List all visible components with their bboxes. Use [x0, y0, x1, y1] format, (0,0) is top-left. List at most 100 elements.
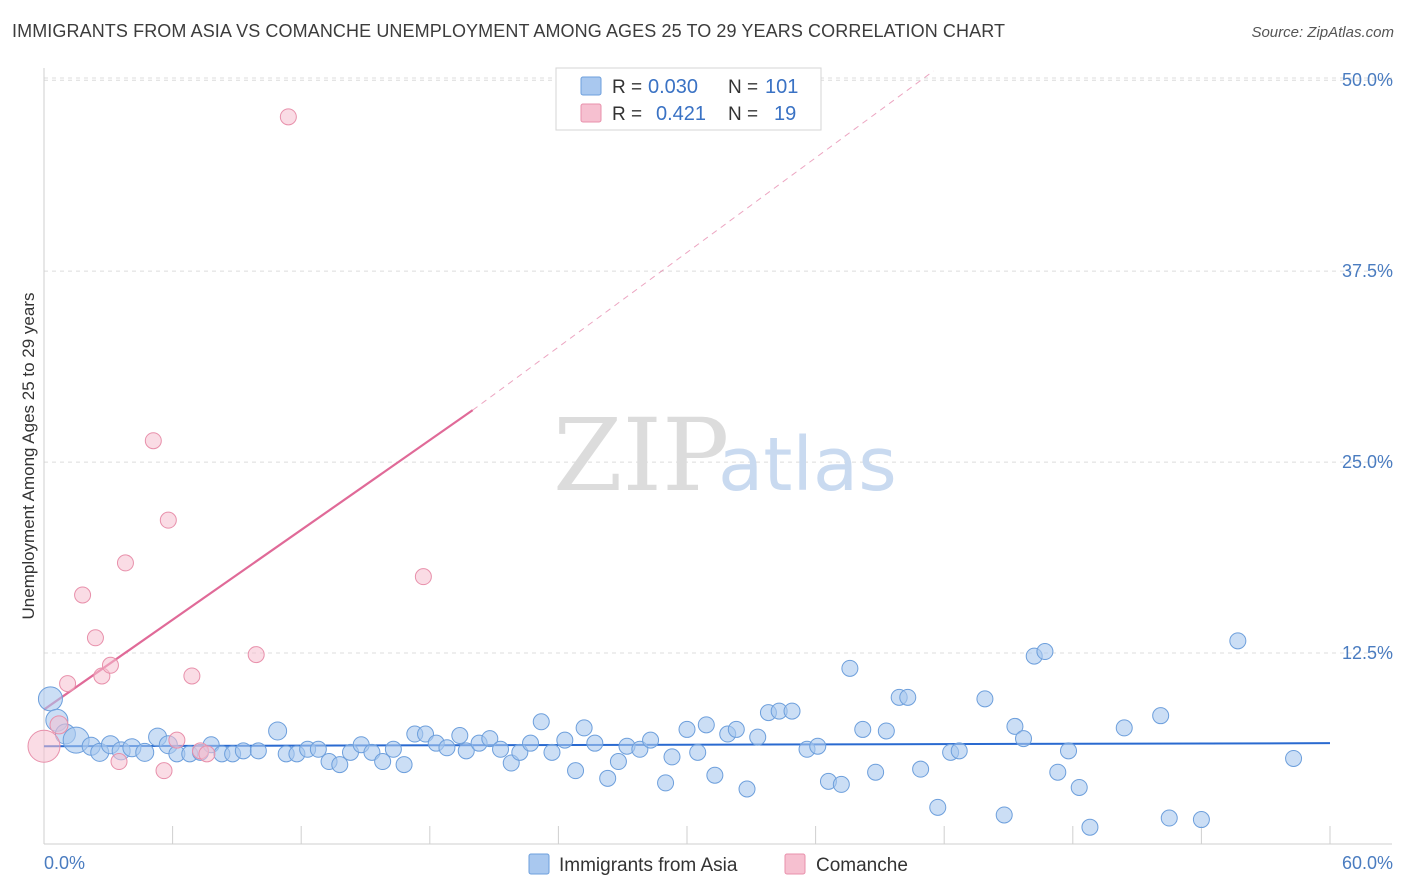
point-asia-65: [749, 728, 767, 746]
point-asia-64: [738, 780, 756, 798]
chart-title: IMMIGRANTS FROM ASIA VS COMANCHE UNEMPLO…: [12, 21, 1006, 41]
stats-legend: R = 0.030 N = 101 R = 0.421 N = 19: [555, 67, 822, 131]
watermark-atlas: atlas: [718, 422, 897, 508]
point-asia-96: [1192, 811, 1210, 829]
point-asia-86: [1015, 730, 1033, 748]
point-asia-45: [532, 713, 550, 731]
legend-swatch-blue: [580, 76, 602, 96]
legend-r-label-2: R =: [612, 104, 642, 125]
point-asia-50: [586, 734, 604, 752]
point-comanche-6: [101, 656, 119, 674]
point-comanche-8: [116, 554, 134, 572]
point-asia-18: [234, 742, 252, 760]
point-comanche-18: [198, 745, 216, 763]
point-asia-36: [438, 739, 456, 757]
series-comanche: [27, 108, 432, 780]
y-axis-title: Unemployment Among Ages 25 to 29 years: [19, 293, 38, 620]
point-comanche-9: [144, 432, 162, 450]
y-tick-label-3: 50.0%: [1342, 70, 1393, 90]
bottom-legend-swatch-pink: [784, 853, 806, 875]
point-asia-98: [1285, 749, 1303, 767]
point-asia-89: [1049, 763, 1067, 781]
point-asia-19: [249, 742, 267, 760]
point-comanche-0: [27, 729, 61, 763]
point-asia-49: [575, 719, 593, 737]
point-asia-48: [567, 762, 585, 780]
chart-source: Source: ZipAtlas.com: [1251, 24, 1394, 41]
point-comanche-15: [247, 646, 265, 664]
point-asia-74: [854, 720, 872, 738]
point-asia-24: [309, 740, 327, 758]
grid-lines: [44, 77, 1392, 654]
legend-r-value-2: 0.421: [656, 103, 706, 125]
point-asia-83: [976, 690, 994, 708]
x-ticks: [172, 826, 1331, 844]
point-asia-79: [912, 760, 930, 778]
point-asia-95: [1160, 809, 1178, 827]
point-asia-90: [1060, 742, 1078, 760]
point-comanche-17: [414, 568, 432, 586]
point-comanche-1: [49, 715, 69, 735]
point-asia-57: [663, 748, 681, 766]
point-asia-38: [457, 742, 475, 760]
point-asia-0: [37, 686, 63, 712]
point-asia-93: [1115, 719, 1133, 737]
x-tick-label-1: 60.0%: [1342, 853, 1393, 873]
point-asia-73: [841, 659, 859, 677]
point-asia-63: [727, 720, 745, 738]
point-asia-9: [135, 742, 155, 762]
trend-line-comanche-extension: [472, 70, 934, 411]
watermark-zip: ZIP: [553, 397, 729, 514]
point-asia-91: [1070, 778, 1088, 796]
point-asia-97: [1229, 632, 1247, 650]
point-asia-26: [331, 756, 349, 774]
point-asia-52: [609, 753, 627, 771]
point-asia-92: [1081, 818, 1099, 836]
point-asia-80: [929, 798, 947, 816]
y-tick-label-0: 12.5%: [1342, 643, 1393, 663]
point-asia-85: [1006, 717, 1024, 735]
point-asia-51: [599, 769, 617, 787]
x-tick-label-0: 0.0%: [44, 853, 85, 873]
y-tick-label-2: 37.5%: [1342, 261, 1393, 281]
point-asia-82: [950, 742, 968, 760]
legend-r-label-1: R =: [612, 77, 642, 98]
point-asia-72: [832, 775, 850, 793]
axes: [43, 68, 1392, 845]
point-asia-30: [374, 753, 392, 771]
point-asia-47: [556, 731, 574, 749]
point-asia-88: [1036, 643, 1054, 661]
legend-n-value-2: 19: [774, 103, 796, 125]
point-asia-61: [706, 766, 724, 784]
point-asia-58: [678, 720, 696, 738]
point-asia-94: [1152, 707, 1170, 725]
point-asia-32: [395, 756, 413, 774]
legend-n-value-1: 101: [765, 76, 798, 98]
legend-swatch-pink: [580, 103, 602, 123]
point-asia-60: [697, 716, 715, 734]
point-asia-70: [809, 737, 827, 755]
point-asia-20: [268, 721, 288, 741]
point-asia-37: [451, 727, 469, 745]
bottom-legend: Immigrants from Asia Comanche: [528, 853, 908, 876]
point-asia-59: [689, 743, 707, 761]
bottom-legend-label-comanche: Comanche: [816, 855, 908, 876]
series-immigrants-from-asia: [37, 632, 1303, 836]
watermark: ZIP atlas: [553, 397, 897, 514]
tick-labels: 12.5% 25.0% 37.5% 50.0% 0.0% 60.0%: [44, 70, 1393, 873]
point-asia-56: [657, 774, 675, 792]
point-comanche-16: [279, 108, 297, 126]
point-comanche-13: [183, 667, 201, 685]
point-asia-78: [899, 688, 917, 706]
point-asia-40: [481, 730, 499, 748]
point-asia-41: [492, 740, 510, 758]
point-comanche-2: [59, 675, 77, 693]
point-asia-44: [522, 734, 540, 752]
point-asia-68: [783, 702, 801, 720]
point-comanche-10: [155, 762, 173, 780]
point-asia-31: [384, 740, 402, 758]
point-asia-55: [642, 731, 660, 749]
bottom-legend-label-asia: Immigrants from Asia: [559, 855, 738, 876]
point-comanche-3: [74, 586, 92, 604]
